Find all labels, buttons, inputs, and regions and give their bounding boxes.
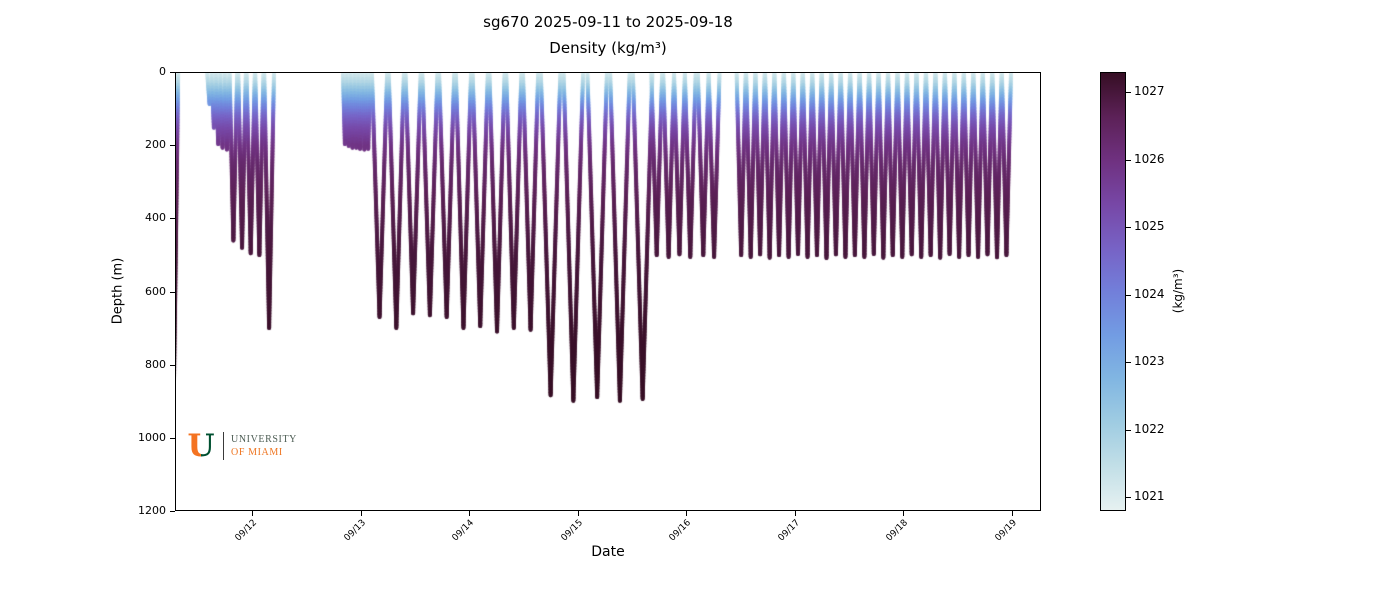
um-logo: U U UNIVERSITY OF MIAMI	[186, 429, 297, 463]
colorbar-tick-label: 1026	[1134, 151, 1165, 166]
chart-subtitle: Density (kg/m³)	[549, 39, 667, 57]
x-tick-mark	[1011, 511, 1013, 516]
colorbar-tick-label: 1025	[1134, 219, 1165, 234]
dive-profile-canvas	[176, 73, 1040, 510]
colorbar-label: (kg/m³)	[1171, 268, 1185, 314]
plot-area	[175, 72, 1041, 511]
x-tick-mark	[252, 511, 254, 516]
x-tick-label: 09/15	[559, 518, 585, 544]
colorbar-tick-mark	[1126, 294, 1131, 296]
y-tick-mark	[170, 291, 175, 293]
colorbar-tick-label: 1024	[1134, 286, 1165, 301]
um-u-right-half-icon: U	[187, 428, 215, 464]
y-tick-label: 1200	[138, 504, 166, 517]
um-logo-text: UNIVERSITY OF MIAMI	[231, 433, 297, 459]
x-tick-label: 09/19	[993, 518, 1019, 544]
y-tick-label: 600	[145, 284, 166, 298]
x-axis-label: Date	[591, 544, 625, 560]
x-tick-mark	[360, 511, 362, 516]
y-tick-mark	[170, 437, 175, 439]
colorbar-tick-label: 1023	[1134, 354, 1165, 369]
colorbar-tick-mark	[1126, 92, 1131, 94]
colorbar-tick-mark	[1126, 362, 1131, 364]
colorbar	[1100, 72, 1126, 511]
x-tick-label: 09/13	[342, 518, 368, 544]
y-tick-mark	[170, 364, 175, 366]
colorbar-tick-mark	[1126, 429, 1131, 431]
um-logo-text-line1: UNIVERSITY	[231, 434, 297, 445]
um-logo-text-line2: OF MIAMI	[231, 447, 283, 458]
colorbar-tick-mark	[1126, 159, 1131, 161]
x-tick-label: 09/14	[450, 518, 477, 544]
colorbar-tick-label: 1022	[1134, 421, 1165, 436]
y-tick-mark	[170, 145, 175, 147]
y-tick-label: 800	[145, 357, 166, 371]
x-tick-mark	[577, 511, 579, 516]
x-tick-mark	[686, 511, 688, 516]
um-u-icon: U U	[186, 429, 216, 463]
x-tick-mark	[469, 511, 471, 516]
x-tick-mark	[903, 511, 905, 516]
y-tick-label: 1000	[138, 430, 166, 444]
x-tick-label: 09/18	[884, 518, 911, 544]
um-u-left-half-icon: U	[187, 428, 215, 464]
colorbar-tick-mark	[1126, 497, 1131, 499]
y-tick-label: 0	[159, 65, 166, 78]
colorbar-tick-label: 1021	[1134, 489, 1165, 504]
x-tick-label: 09/17	[776, 518, 802, 544]
y-tick-label: 200	[145, 138, 166, 152]
chart-title: sg670 2025-09-11 to 2025-09-18	[483, 13, 733, 31]
x-tick-label: 09/16	[667, 518, 694, 544]
y-tick-label: 400	[145, 211, 166, 225]
um-logo-divider	[223, 432, 224, 460]
x-tick-mark	[794, 511, 796, 516]
colorbar-tick-label: 1027	[1134, 84, 1165, 99]
y-tick-mark	[170, 72, 175, 73]
y-tick-mark	[170, 511, 175, 512]
y-tick-mark	[170, 218, 175, 220]
x-tick-label: 09/12	[233, 518, 260, 544]
colorbar-tick-mark	[1126, 227, 1131, 229]
